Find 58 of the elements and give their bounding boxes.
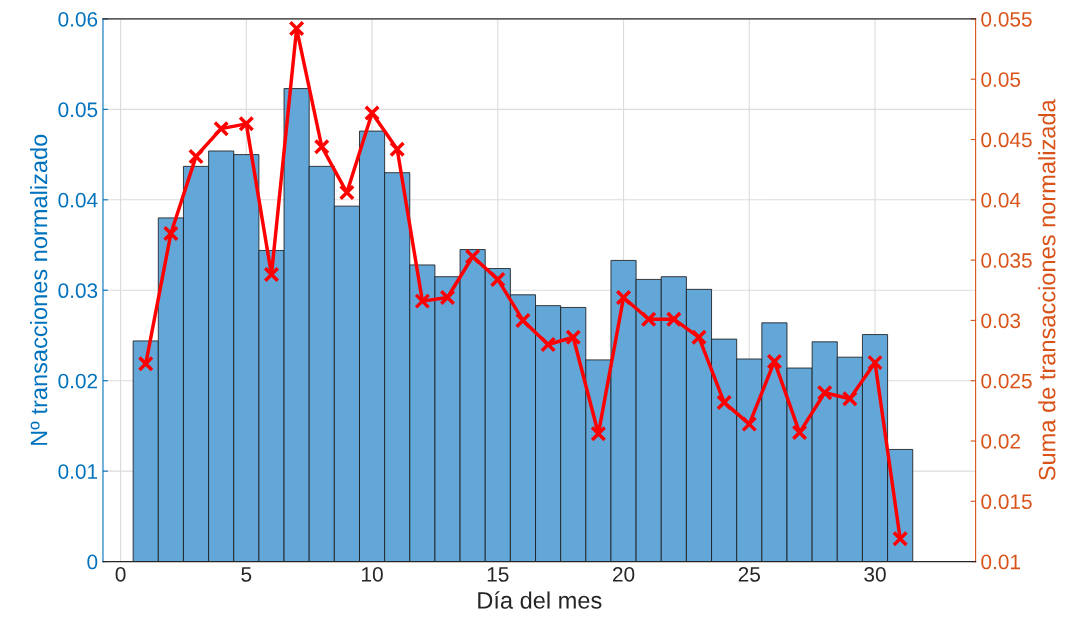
point [238, 115, 255, 132]
x-axis-title: Día del mes [478, 591, 602, 609]
point [439, 289, 456, 306]
y2-tick-label: 0.045 [981, 132, 1032, 148]
point [489, 271, 506, 288]
y2-tick-label: 0.025 [981, 373, 1032, 389]
point [414, 293, 431, 310]
point [288, 20, 305, 37]
point [514, 312, 531, 329]
point [615, 289, 632, 306]
x-tick-label: 15 [487, 567, 509, 582]
y2-tick-label: 0.05 [981, 72, 1021, 87]
point [162, 225, 179, 242]
y2-tick-label: 0.055 [981, 11, 1032, 27]
point [137, 355, 154, 372]
y-tick-label: 0.02 [58, 373, 98, 389]
point [640, 311, 657, 328]
y-tick-label: 0.03 [58, 283, 98, 299]
y2-tick-label: 0.03 [981, 313, 1021, 329]
point [213, 120, 230, 137]
point [188, 148, 205, 165]
y2-tick-label: 0.035 [981, 253, 1032, 268]
x-tick-label: 25 [738, 567, 760, 582]
y-tick-label: 0.01 [58, 464, 98, 479]
point [338, 184, 355, 201]
point [540, 336, 557, 353]
point [263, 266, 280, 283]
y-tick-label: 0.06 [58, 11, 98, 27]
point [867, 354, 883, 371]
point [816, 384, 833, 401]
point [665, 311, 682, 328]
x-tick-label: 20 [613, 567, 635, 582]
y-axis-title: Nº transacciones normalizado [30, 134, 48, 445]
point [590, 425, 607, 442]
y-tick-label: 0.04 [58, 192, 98, 208]
x-tick-label: 0 [115, 567, 126, 582]
point [716, 394, 733, 411]
point [565, 329, 582, 346]
point [766, 353, 783, 370]
point [791, 424, 808, 441]
y2-axis-title: Suma de transacciones normalizada [1038, 99, 1056, 481]
y-tick-label: 0 [87, 554, 98, 570]
y2-tick-label: 0.04 [981, 192, 1021, 208]
x-tick-label: 10 [362, 567, 383, 582]
point [313, 138, 330, 155]
point [690, 329, 707, 346]
point [892, 530, 909, 547]
y2-tick-label: 0.01 [981, 554, 1020, 570]
point [464, 248, 481, 265]
y-tick-label: 0.05 [58, 102, 98, 118]
x-tick-label: 5 [241, 567, 252, 582]
point [741, 416, 758, 433]
y2-tick-label: 0.02 [981, 434, 1020, 449]
point [841, 390, 858, 407]
point [389, 141, 406, 158]
point [364, 105, 381, 121]
x-tick-label: 30 [864, 567, 886, 582]
y2-tick-label: 0.015 [981, 494, 1032, 510]
